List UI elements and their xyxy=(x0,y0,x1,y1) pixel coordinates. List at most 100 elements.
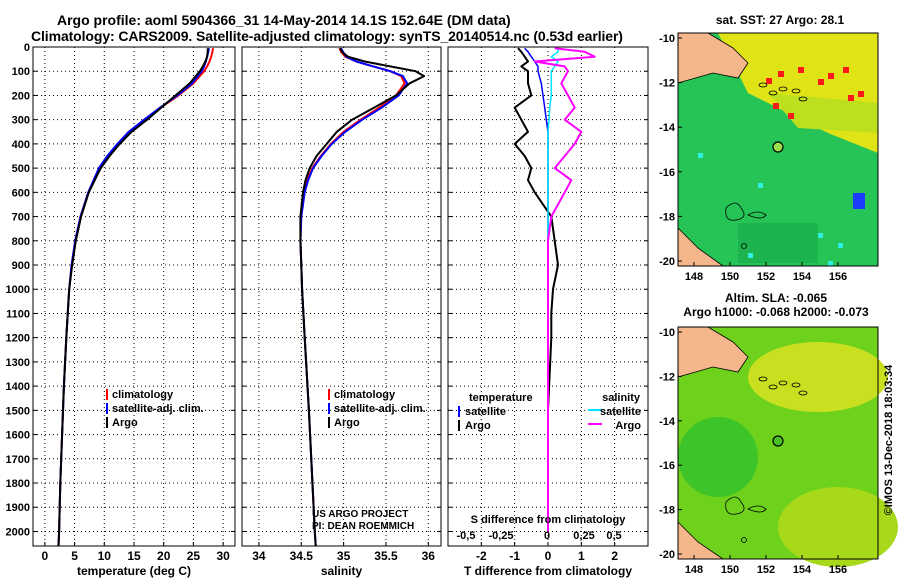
depth-tick-label: 1600 xyxy=(6,430,30,442)
sal-legend-label: climatology xyxy=(334,389,396,401)
temp-xtick-label: 25 xyxy=(187,549,201,563)
diff-legend-label: Argo xyxy=(465,420,491,432)
depth-tick-label: 2000 xyxy=(6,526,30,538)
depth-axis: 0 100 200 300 400 500 600 700 800 900 1000 1100 1200… xyxy=(6,42,30,538)
diff-xtick-top-label: 0 xyxy=(544,530,550,542)
sst-cold-pixel xyxy=(853,193,865,209)
diff-legend-label: Argo xyxy=(615,420,641,432)
temperature-panel: 0 5 10 15 20 25 30 temperature (deg C) climatolo… xyxy=(32,46,236,578)
sst-warm-pixel xyxy=(828,73,834,79)
sst-warm-pixel xyxy=(848,95,854,101)
sal-xtick-label: 35.5 xyxy=(374,549,398,563)
sal-line-2 xyxy=(299,47,426,547)
depth-tick-label: 1500 xyxy=(6,405,30,417)
sst-warm-pixel xyxy=(773,103,779,109)
depth-tick-label: 1400 xyxy=(6,381,30,393)
depth-tick-label: 1300 xyxy=(6,357,30,369)
sst-warm-pixel xyxy=(818,79,824,85)
sla-argo-position xyxy=(772,435,784,447)
sst-warm-pixel xyxy=(843,67,849,73)
sst-land-png xyxy=(677,32,749,84)
sst-mid-band xyxy=(768,93,878,133)
sst-map: -10 -12 -14 -16 -18 -20 148 150 152 154 156 sat. SS… xyxy=(659,13,879,283)
sst-lat-label: -18 xyxy=(659,211,675,223)
diff-xlabel-top: S difference from climatology xyxy=(471,514,627,526)
temp-xtick-label: 15 xyxy=(127,549,141,563)
sla-land-png xyxy=(677,326,749,378)
temp-legend-label: Argo xyxy=(112,417,138,429)
sla-lon-label: 152 xyxy=(757,564,775,576)
temp-line-0 xyxy=(57,48,214,547)
sst-map-title: sat. SST: 27 Argo: 28.1 xyxy=(716,13,845,27)
sst-cool-pixel xyxy=(698,153,703,158)
sst-warm-pixel xyxy=(778,71,784,77)
depth-tick-label: 100 xyxy=(12,66,30,78)
temp-xtick-label: 5 xyxy=(71,549,78,563)
diff-xtick-top-label: 0,5 xyxy=(606,530,621,542)
sst-warm-pixel xyxy=(766,78,772,84)
depth-tick-label: 400 xyxy=(12,139,30,151)
sst-cool-pixel xyxy=(838,243,843,248)
diff-xtick-top-label: 0,25 xyxy=(573,530,594,542)
sla-lon-label: 156 xyxy=(829,564,847,576)
sst-lon-label: 148 xyxy=(685,271,703,283)
temp-xtick-label: 30 xyxy=(216,549,230,563)
temp-legend-label: climatology xyxy=(112,389,174,401)
sst-lat-label: -12 xyxy=(659,78,675,90)
sla-lat-label: -10 xyxy=(659,327,675,339)
sst-lat-label: -16 xyxy=(659,167,675,179)
sst-island xyxy=(768,90,778,96)
credit-imos: ©IMOS 13-Dec-2018 18:03:34 xyxy=(883,364,895,515)
sla-lat-label: -12 xyxy=(659,371,675,383)
sla-island xyxy=(778,380,788,386)
sst-island xyxy=(758,82,768,88)
sla-map-subtitle: Argo h1000: -0.068 h2000: -0.073 xyxy=(683,305,869,319)
sal-frame xyxy=(241,46,442,547)
sla-map: -10 -12 -14 -16 -18 -20 148 150 152 154 156 Altim. … xyxy=(659,291,898,576)
sst-argo-position xyxy=(772,141,784,153)
sst-lon-label: 154 xyxy=(793,271,812,283)
diff-legend-label: satellite xyxy=(600,406,641,418)
diff-xtick-label: -2 xyxy=(476,549,487,563)
sla-lon-label: 150 xyxy=(721,564,739,576)
diff-xtick-label: 1 xyxy=(578,549,585,563)
depth-tick-label: 700 xyxy=(12,212,30,224)
depth-tick-label: 1900 xyxy=(6,502,30,514)
diff-line-3 xyxy=(533,47,596,532)
depth-tick-label: 600 xyxy=(12,187,30,199)
sal-xlabel: salinity xyxy=(321,564,363,578)
sal-xtick-label: 34.5 xyxy=(290,549,314,563)
sla-island xyxy=(758,376,768,382)
sla-lat-label: -16 xyxy=(659,460,675,472)
sla-lat-label: -18 xyxy=(659,505,675,517)
sla-high-sla xyxy=(778,487,898,567)
sla-lat-label: -14 xyxy=(659,416,676,428)
sst-island xyxy=(778,86,788,92)
diff-xtick-label: 0 xyxy=(545,549,552,563)
temp-xtick-label: 20 xyxy=(157,549,171,563)
diff-legend-header: salinity xyxy=(602,392,641,404)
depth-tick-label: 1000 xyxy=(6,284,30,296)
sst-cool-pixel xyxy=(818,233,823,238)
temp-xtick-label: 0 xyxy=(42,549,49,563)
sst-frame xyxy=(677,32,879,267)
salinity-panel: 34 34.5 35 35.5 36 salinity climatology satelli… xyxy=(241,46,442,578)
temp-line-2 xyxy=(57,48,209,547)
sst-lon-label: 152 xyxy=(757,271,775,283)
sla-island xyxy=(798,390,808,396)
sal-xtick-label: 35 xyxy=(337,549,351,563)
sst-cool-pixel xyxy=(828,261,833,266)
sst-warm-pixel xyxy=(788,113,794,119)
depth-tick-label: 1100 xyxy=(6,308,30,320)
sst-lat-label: -20 xyxy=(659,256,675,268)
sal-line-0 xyxy=(299,47,406,547)
depth-tick-label: 800 xyxy=(12,236,30,248)
sst-island xyxy=(791,88,801,94)
sst-cool-pixel xyxy=(748,253,753,258)
sst-lon-label: 150 xyxy=(721,271,739,283)
header-line-1: Argo profile: aoml 5904366_31 14-May-201… xyxy=(57,12,511,28)
sla-low-sla xyxy=(678,417,758,497)
diff-line-1 xyxy=(513,47,559,532)
header: Argo profile: aoml 5904366_31 14-May-201… xyxy=(0,0,660,46)
